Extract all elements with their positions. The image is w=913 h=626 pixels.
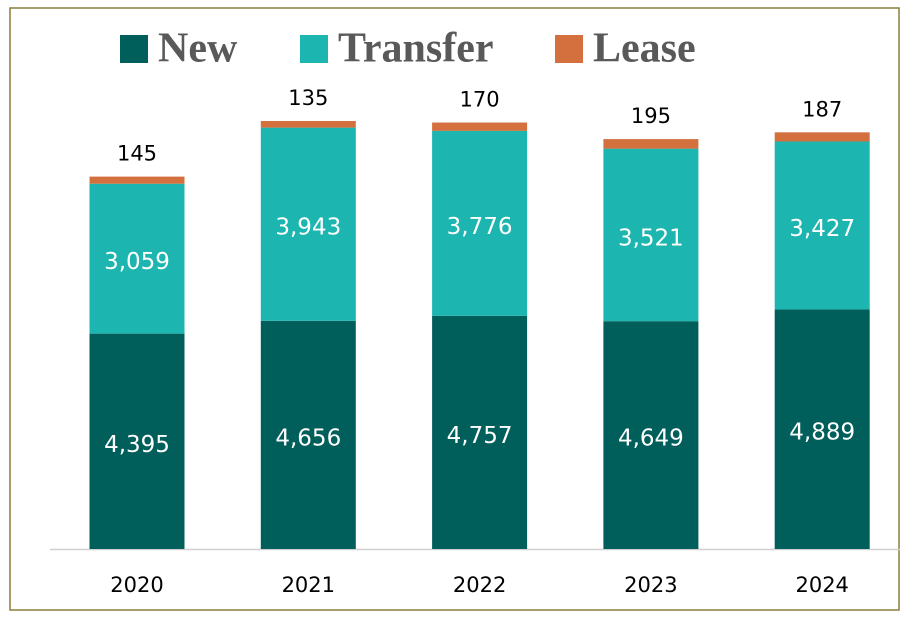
bar-segment xyxy=(260,320,356,549)
bar-segment xyxy=(260,121,356,128)
legend-swatch xyxy=(300,35,328,63)
data-label: 3,059 xyxy=(104,249,170,275)
x-tick-label: 2023 xyxy=(624,573,677,597)
data-label: 3,427 xyxy=(789,216,855,242)
bar-segment xyxy=(603,321,699,549)
data-label: 187 xyxy=(802,97,842,121)
bar-segment xyxy=(260,127,356,321)
legend-label: Lease xyxy=(593,26,696,72)
x-tick-label: 2024 xyxy=(795,573,848,597)
data-label: 3,943 xyxy=(275,215,341,241)
legend-swatch xyxy=(120,35,148,63)
data-label: 170 xyxy=(460,88,500,112)
bar-segment xyxy=(774,309,870,549)
bar-segment xyxy=(774,132,870,142)
data-label: 3,521 xyxy=(618,225,684,251)
bar-segment xyxy=(432,130,528,316)
bar-segment xyxy=(89,333,185,549)
x-tick-label: 2021 xyxy=(282,573,335,597)
data-label: 4,889 xyxy=(789,420,855,446)
data-label: 195 xyxy=(631,104,671,128)
data-label: 3,776 xyxy=(447,214,513,240)
data-label: 4,757 xyxy=(447,423,513,449)
bar-segment xyxy=(603,139,699,149)
data-label: 145 xyxy=(117,142,157,166)
bar-segment xyxy=(774,141,870,310)
legend-label: New xyxy=(158,26,238,72)
x-tick-label: 2020 xyxy=(110,573,163,597)
bar-segment xyxy=(432,315,528,549)
data-label: 135 xyxy=(288,86,328,110)
bar-segment xyxy=(89,183,185,334)
data-label: 4,656 xyxy=(275,425,341,451)
data-label: 4,649 xyxy=(618,426,684,452)
bar-segment xyxy=(89,176,185,184)
legend-swatch xyxy=(555,35,583,63)
bar-segment xyxy=(432,122,528,131)
data-label: 4,395 xyxy=(104,432,170,458)
bar-segment xyxy=(603,148,699,322)
x-tick-label: 2022 xyxy=(453,573,506,597)
legend-label: Transfer xyxy=(338,26,494,72)
